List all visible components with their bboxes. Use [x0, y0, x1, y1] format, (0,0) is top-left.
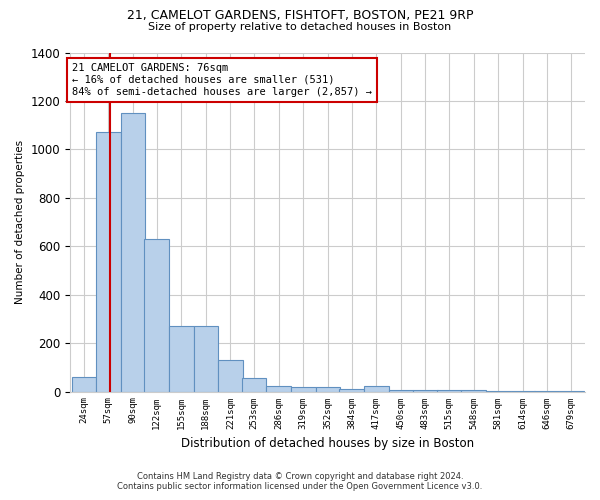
Bar — [340, 389, 364, 392]
Bar — [364, 386, 389, 392]
Bar — [413, 390, 437, 392]
Bar — [316, 387, 340, 392]
Y-axis label: Number of detached properties: Number of detached properties — [15, 140, 25, 304]
Bar — [194, 326, 218, 392]
Bar — [242, 378, 266, 392]
Bar — [291, 387, 316, 392]
Bar — [461, 390, 486, 392]
Bar — [121, 113, 145, 392]
Bar — [145, 239, 169, 392]
Text: Contains HM Land Registry data © Crown copyright and database right 2024.
Contai: Contains HM Land Registry data © Crown c… — [118, 472, 482, 491]
X-axis label: Distribution of detached houses by size in Boston: Distribution of detached houses by size … — [181, 437, 474, 450]
Text: Size of property relative to detached houses in Boston: Size of property relative to detached ho… — [148, 22, 452, 32]
Bar — [437, 390, 461, 392]
Text: 21 CAMELOT GARDENS: 76sqm
← 16% of detached houses are smaller (531)
84% of semi: 21 CAMELOT GARDENS: 76sqm ← 16% of detac… — [72, 64, 372, 96]
Bar — [169, 326, 194, 392]
Bar — [71, 377, 96, 392]
Bar — [96, 132, 121, 392]
Text: 21, CAMELOT GARDENS, FISHTOFT, BOSTON, PE21 9RP: 21, CAMELOT GARDENS, FISHTOFT, BOSTON, P… — [127, 9, 473, 22]
Bar — [218, 360, 242, 392]
Bar — [266, 386, 291, 392]
Bar — [389, 390, 413, 392]
